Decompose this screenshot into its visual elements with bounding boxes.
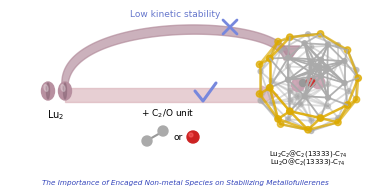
Circle shape bbox=[308, 60, 313, 65]
Circle shape bbox=[302, 94, 307, 99]
Ellipse shape bbox=[44, 85, 48, 91]
Circle shape bbox=[344, 47, 351, 53]
Text: Low kinetic stability: Low kinetic stability bbox=[130, 10, 220, 19]
Circle shape bbox=[288, 98, 293, 103]
Circle shape bbox=[286, 117, 290, 122]
Circle shape bbox=[309, 129, 314, 133]
Circle shape bbox=[325, 104, 331, 109]
Circle shape bbox=[325, 95, 331, 100]
Circle shape bbox=[336, 115, 341, 120]
Ellipse shape bbox=[46, 83, 49, 99]
Polygon shape bbox=[262, 86, 278, 104]
Text: Lu$_2$C$_2$@C$_2$(13333)-C$_{74}$: Lu$_2$C$_2$@C$_2$(13333)-C$_{74}$ bbox=[269, 148, 347, 159]
Circle shape bbox=[256, 91, 263, 97]
Circle shape bbox=[309, 44, 314, 49]
Circle shape bbox=[298, 86, 303, 91]
Circle shape bbox=[286, 64, 290, 69]
Circle shape bbox=[309, 65, 314, 70]
Circle shape bbox=[286, 77, 290, 82]
Circle shape bbox=[317, 31, 324, 37]
Circle shape bbox=[299, 80, 306, 87]
Circle shape bbox=[316, 65, 321, 70]
Circle shape bbox=[302, 41, 307, 46]
Circle shape bbox=[269, 78, 274, 84]
Text: Lu$_2$: Lu$_2$ bbox=[47, 108, 65, 122]
Circle shape bbox=[158, 126, 168, 136]
Circle shape bbox=[318, 57, 324, 62]
Circle shape bbox=[305, 127, 311, 133]
Ellipse shape bbox=[292, 78, 305, 91]
Circle shape bbox=[335, 43, 341, 48]
Circle shape bbox=[325, 82, 331, 87]
Ellipse shape bbox=[42, 82, 55, 100]
Circle shape bbox=[267, 84, 273, 91]
Circle shape bbox=[275, 38, 281, 45]
Ellipse shape bbox=[312, 75, 325, 88]
Circle shape bbox=[287, 108, 293, 114]
Polygon shape bbox=[65, 88, 262, 102]
Text: or: or bbox=[173, 132, 183, 142]
Circle shape bbox=[189, 133, 193, 137]
Circle shape bbox=[309, 118, 314, 123]
Circle shape bbox=[258, 98, 263, 103]
Circle shape bbox=[318, 74, 324, 79]
Circle shape bbox=[336, 60, 341, 66]
Circle shape bbox=[342, 59, 347, 64]
Circle shape bbox=[278, 121, 284, 127]
Text: + C$_2$/O unit: + C$_2$/O unit bbox=[141, 108, 195, 121]
Circle shape bbox=[325, 66, 330, 71]
Circle shape bbox=[353, 96, 359, 103]
Circle shape bbox=[295, 94, 300, 99]
Circle shape bbox=[286, 55, 290, 60]
Circle shape bbox=[256, 61, 263, 68]
Circle shape bbox=[354, 67, 359, 73]
Circle shape bbox=[142, 136, 152, 146]
Circle shape bbox=[278, 48, 283, 53]
Circle shape bbox=[335, 119, 341, 125]
Circle shape bbox=[305, 32, 311, 37]
Ellipse shape bbox=[63, 83, 66, 99]
Circle shape bbox=[267, 55, 273, 62]
Ellipse shape bbox=[59, 82, 72, 100]
Circle shape bbox=[342, 81, 347, 85]
Polygon shape bbox=[62, 25, 290, 87]
Circle shape bbox=[288, 88, 293, 93]
Circle shape bbox=[187, 131, 199, 143]
Text: Lu$_2$O@C$_2$(13333)-C$_{74}$: Lu$_2$O@C$_2$(13333)-C$_{74}$ bbox=[270, 156, 346, 167]
Circle shape bbox=[269, 100, 274, 105]
Polygon shape bbox=[280, 46, 300, 60]
Circle shape bbox=[258, 69, 263, 74]
Circle shape bbox=[317, 115, 324, 121]
Circle shape bbox=[325, 42, 331, 47]
Circle shape bbox=[308, 78, 311, 81]
Circle shape bbox=[308, 70, 313, 75]
Circle shape bbox=[298, 102, 303, 107]
Circle shape bbox=[287, 34, 293, 40]
Text: The Importance of Encaged Non-metal Species on Stabilizing Metallofullerenes: The Importance of Encaged Non-metal Spec… bbox=[42, 180, 328, 186]
Circle shape bbox=[344, 102, 351, 108]
Circle shape bbox=[355, 75, 361, 81]
Ellipse shape bbox=[61, 85, 65, 91]
Circle shape bbox=[306, 77, 315, 87]
Circle shape bbox=[305, 94, 309, 99]
Circle shape bbox=[347, 89, 351, 94]
Circle shape bbox=[275, 116, 281, 122]
